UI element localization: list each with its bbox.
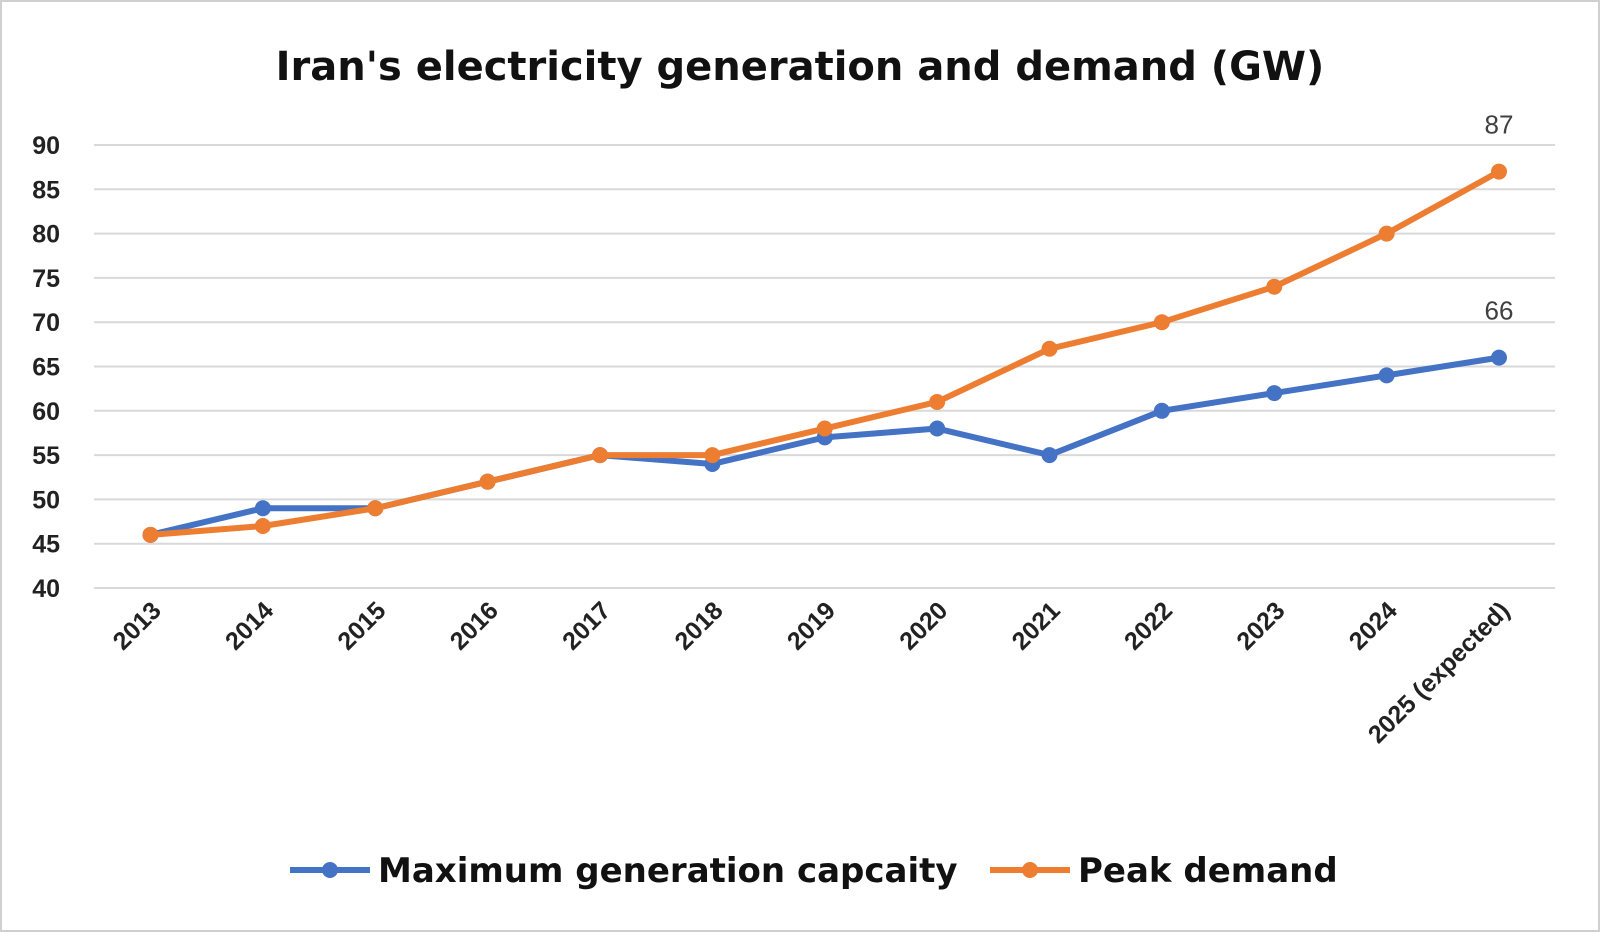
y-tick-label: 50 xyxy=(32,486,60,514)
y-tick-label: 65 xyxy=(32,354,60,382)
series-line xyxy=(150,168,1501,538)
y-tick-label: 40 xyxy=(32,575,60,603)
data-label: 66 xyxy=(1485,296,1514,326)
data-point xyxy=(592,447,608,464)
legend-item: Peak demand xyxy=(990,851,1338,891)
y-tick-label: 70 xyxy=(32,309,60,337)
data-point xyxy=(1041,447,1058,464)
y-tick-label: 75 xyxy=(32,265,60,293)
data-point xyxy=(479,473,496,490)
data-point xyxy=(929,420,946,437)
x-tick-label: 2013 xyxy=(108,596,167,655)
x-tick-label: 2019 xyxy=(782,596,841,655)
data-point xyxy=(704,447,721,464)
series-line xyxy=(149,354,1500,538)
legend-label: Maximum generation capcaity xyxy=(378,851,958,891)
data-point xyxy=(929,393,946,410)
x-tick-label: 2023 xyxy=(1231,596,1290,655)
x-tick-label: 2022 xyxy=(1119,596,1178,655)
data-point xyxy=(1378,225,1395,242)
data-point xyxy=(254,500,271,517)
x-tick-label: 2024 xyxy=(1344,596,1403,655)
legend-swatch-marker xyxy=(322,862,338,878)
x-tick-label: 2015 xyxy=(332,596,391,655)
data-point xyxy=(816,420,833,437)
data-label: 87 xyxy=(1485,110,1514,140)
y-tick-label: 90 xyxy=(32,132,60,160)
x-tick-label: 2018 xyxy=(669,596,728,655)
y-tick-label: 80 xyxy=(32,221,60,249)
data-point xyxy=(1153,402,1170,419)
x-axis-ticks: 2013 2014 2015 2016 2017 2018 2019 2020 2021 2022… xyxy=(108,596,1516,749)
x-tick-label: 2016 xyxy=(445,596,504,655)
series-0: 66 xyxy=(142,296,1514,543)
data-point xyxy=(142,526,159,543)
x-tick-label: 2020 xyxy=(894,596,953,655)
y-tick-label: 55 xyxy=(32,442,60,470)
data-point xyxy=(367,500,384,517)
legend-label: Peak demand xyxy=(1078,851,1338,891)
y-tick-label: 85 xyxy=(32,176,60,204)
data-point xyxy=(254,517,271,534)
data-point xyxy=(1153,314,1170,331)
legend-swatch-marker xyxy=(1022,862,1038,878)
legend-item: Maximum generation capcaity xyxy=(290,851,958,891)
data-point xyxy=(1378,367,1395,384)
series-1: 87 xyxy=(142,110,1514,543)
series-group: 66 87 xyxy=(142,110,1514,543)
chart-title: Iran's electricity generation and demand… xyxy=(276,44,1325,90)
data-point xyxy=(1491,163,1507,180)
legend: Maximum generation capcaity Peak demand xyxy=(290,851,1338,891)
y-axis-ticks: 40 45 50 55 60 65 70 75 80 85 90 xyxy=(32,132,60,603)
y-tick-label: 45 xyxy=(32,531,60,559)
data-point xyxy=(1491,349,1507,366)
y-tick-label: 60 xyxy=(32,398,60,426)
data-point xyxy=(1266,385,1283,402)
data-point xyxy=(1041,340,1058,357)
data-point xyxy=(1266,278,1283,295)
x-tick-label: 2014 xyxy=(220,596,279,655)
x-tick-label: 2017 xyxy=(557,596,616,655)
gridlines xyxy=(94,144,1555,589)
x-tick-label: 2021 xyxy=(1007,596,1066,655)
